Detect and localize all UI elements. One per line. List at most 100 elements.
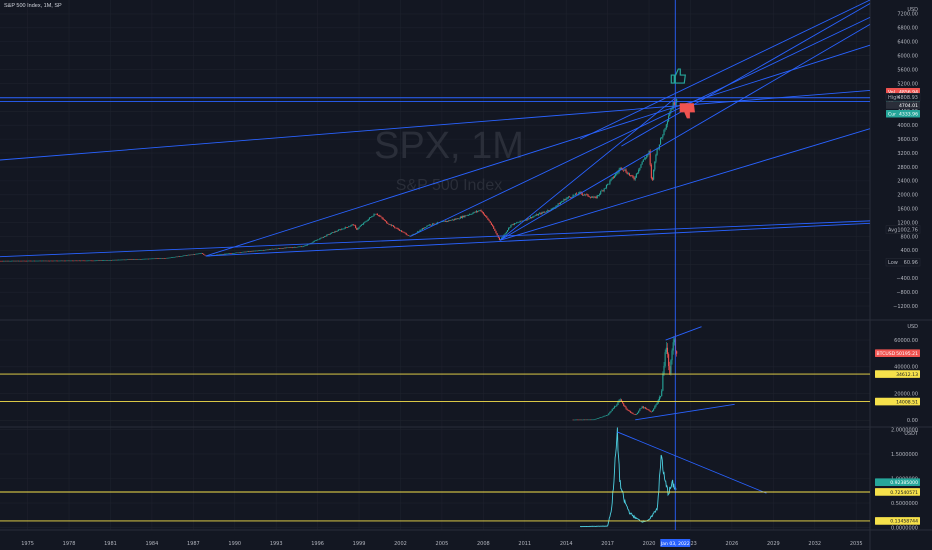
spx-candle	[9, 260, 11, 262]
spx-candle	[8, 260, 10, 262]
spx-candle	[628, 173, 631, 176]
spx-candle	[35, 260, 37, 262]
time-axis[interactable]: 1975 1978 1981 1984 1987 1990 1993 1996 1999 2002…	[21, 539, 863, 547]
spx-candle	[197, 253, 199, 255]
spx-candle	[361, 224, 364, 225]
chart-grid	[0, 0, 870, 530]
stat-tag-value: 4808.93	[897, 95, 918, 101]
spx-candle	[363, 222, 365, 225]
spx-candle	[65, 260, 67, 262]
spx-candle	[663, 129, 665, 136]
btc-candle	[609, 411, 611, 414]
trendlines[interactable]	[0, 0, 871, 530]
usdt-tag-value: 0.92385000	[890, 480, 918, 486]
spx-candle	[142, 258, 144, 260]
spx-candle	[32, 260, 34, 262]
spx-candle	[574, 193, 576, 196]
trendline	[205, 222, 871, 257]
price-axis-label: 6000.00	[897, 53, 918, 59]
spx-candle	[372, 216, 374, 217]
spx-candle	[28, 260, 30, 262]
spx-candle	[52, 260, 54, 262]
colored-tag-bg	[886, 109, 920, 118]
btc-price-tag: BTCUSD 50195.21	[875, 349, 920, 357]
cursor-date-bg	[660, 539, 691, 547]
trendline	[0, 89, 871, 161]
spx-candle	[13, 260, 15, 262]
spx-candle	[127, 259, 129, 260]
spx-candle	[4, 260, 6, 262]
spx-candle	[88, 260, 90, 262]
spx-candle	[192, 254, 194, 255]
price-axis[interactable]: 7200.00 6800.00 6400.00 6000.00 5600.00 5200.…	[875, 7, 921, 531]
spx-candle	[544, 211, 547, 213]
spx-candle	[271, 248, 273, 250]
spx-candle	[61, 260, 63, 262]
spx-candle	[145, 258, 147, 260]
spx-candle	[305, 245, 307, 247]
spx-candle	[578, 192, 580, 195]
spx-candle	[281, 248, 283, 249]
spx-candle	[234, 253, 236, 254]
cursor-date-label: Jan 03, 2022	[660, 541, 690, 547]
spx-candle	[178, 256, 181, 257]
thumbs-up-shape	[670, 68, 686, 84]
spx-candle	[567, 196, 570, 198]
spx-candle	[402, 231, 404, 233]
spx-candle	[51, 260, 53, 262]
spx-candle	[288, 247, 290, 249]
spx-candle	[379, 215, 381, 217]
thumbs-down-shape	[679, 103, 695, 119]
spx-candle	[607, 183, 609, 185]
spx-candle	[529, 217, 532, 219]
spx-candle	[198, 253, 200, 255]
spx-candle	[16, 260, 18, 262]
spx-candle	[454, 219, 456, 220]
spx-candle	[428, 224, 430, 226]
spx-candle	[336, 231, 338, 232]
spx-candle	[556, 205, 558, 207]
btc-candle	[655, 404, 657, 407]
spx-candle	[243, 251, 245, 253]
stat-tag: Avg 1002.76	[885, 225, 921, 234]
btc-candle	[658, 397, 660, 400]
spx-candle	[381, 216, 383, 219]
spx-candle	[573, 195, 575, 196]
btc-candle	[634, 414, 636, 415]
btc-tag-value: 34612.13	[896, 372, 918, 378]
spx-candle	[332, 232, 334, 233]
price-axis-label: 4000.00	[897, 123, 918, 129]
spx-candle	[15, 260, 17, 262]
spx-candle	[306, 244, 308, 246]
spx-candle	[311, 242, 313, 244]
spx-candle	[330, 232, 332, 234]
spx-candle	[130, 259, 132, 260]
spx-candle	[348, 226, 350, 228]
price-axis-label: 1200.00	[897, 220, 918, 226]
spx-candle	[70, 260, 72, 262]
spx-candle	[351, 224, 353, 226]
spx-candle	[59, 260, 61, 262]
spx-candle	[153, 258, 155, 260]
btc-candle	[604, 415, 606, 417]
spx-candle	[227, 253, 229, 255]
spx-candle	[0, 260, 1, 262]
spx-candle	[175, 256, 177, 258]
usdt-tag-bg	[875, 488, 920, 496]
spx-candle	[27, 260, 29, 262]
spx-candle	[112, 259, 114, 261]
spx-candle	[226, 253, 228, 255]
spx-candle	[266, 249, 268, 251]
btc-candle	[612, 408, 614, 410]
spx-candle	[595, 197, 597, 199]
spx-candle	[608, 183, 610, 185]
stat-tag-value: 60.96	[904, 260, 918, 266]
spx-candle	[579, 192, 581, 193]
spx-candle	[122, 259, 124, 261]
spx-candle	[30, 260, 32, 262]
spx-candle	[280, 248, 282, 249]
spx-candle	[189, 254, 191, 256]
spx-candle	[539, 213, 541, 214]
